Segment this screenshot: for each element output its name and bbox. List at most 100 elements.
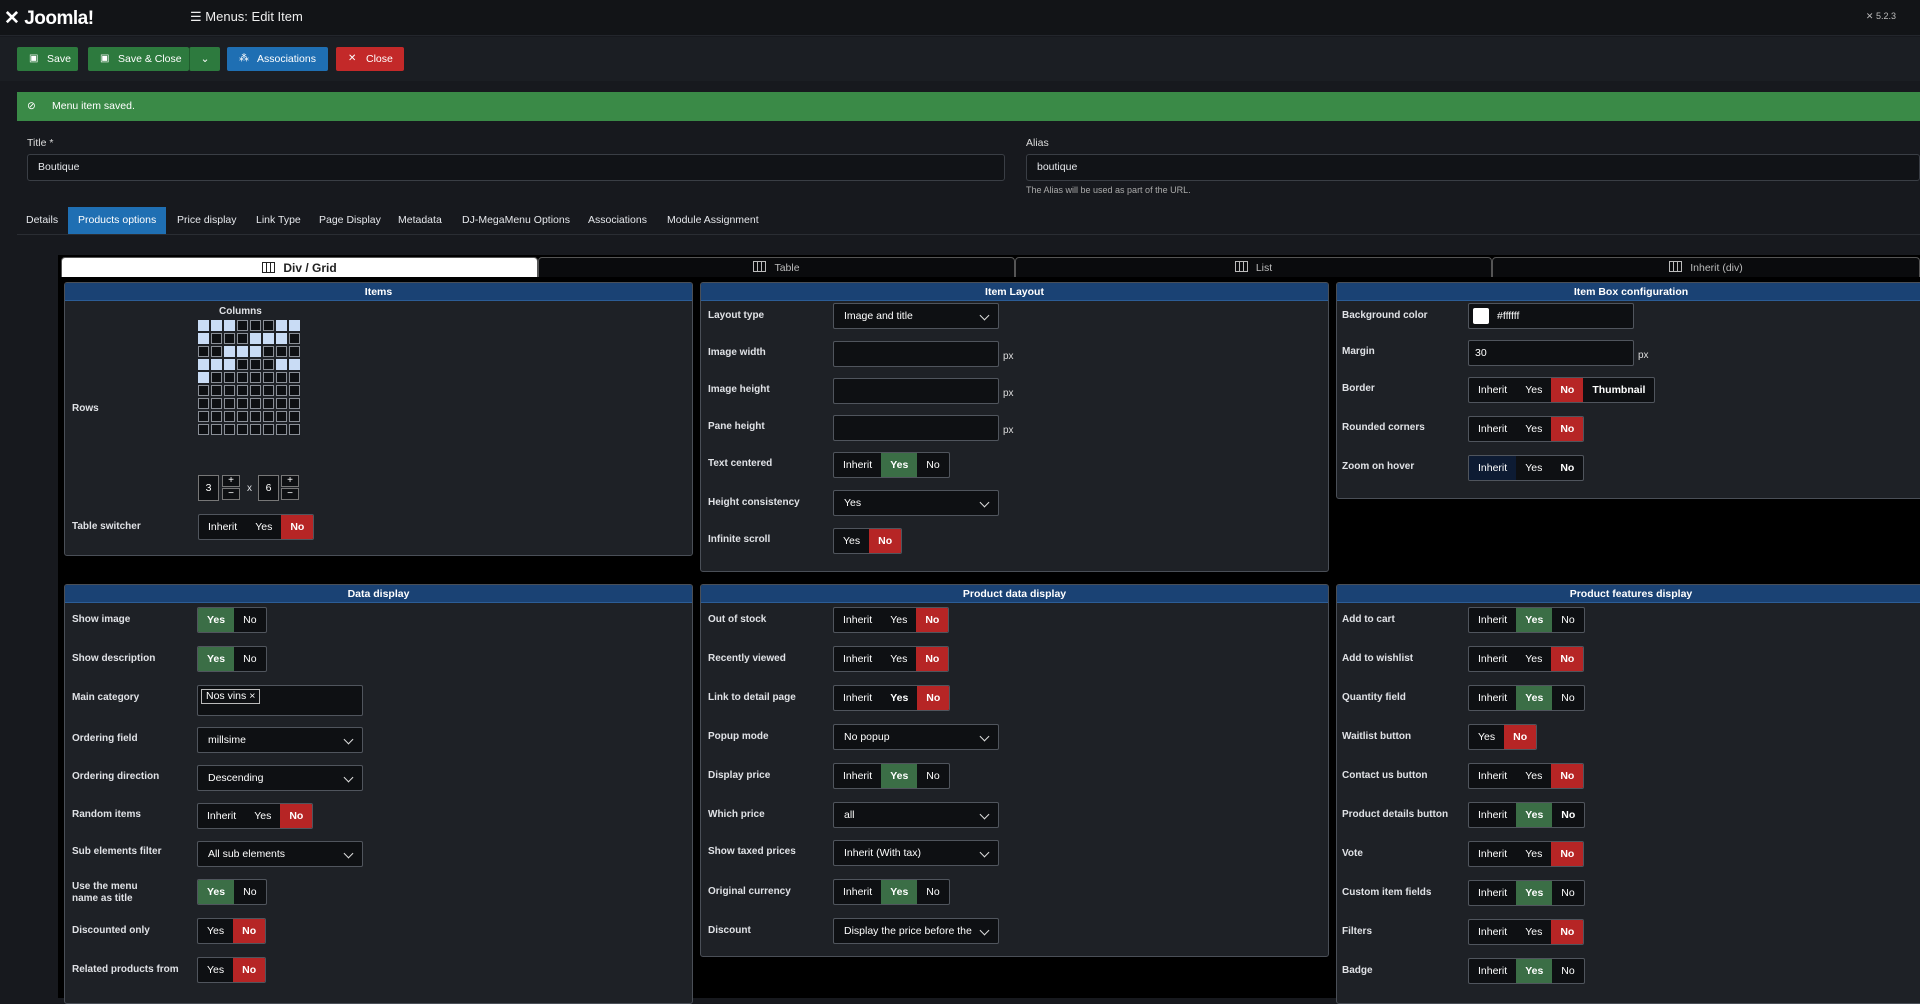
random-items-toggle[interactable]: Inherit Yes No [197,803,314,829]
option-yes[interactable]: Yes [881,880,918,904]
option-no[interactable]: No [1560,462,1575,474]
sub-elements-filter-select[interactable]: All sub elements [197,841,363,867]
option-yes[interactable]: Yes [1516,803,1553,827]
option-yes[interactable]: Yes [1525,462,1543,474]
option-yes[interactable]: Yes [1516,881,1553,905]
grid-cell[interactable] [276,346,287,357]
show-image-toggle[interactable]: Yes No [197,607,267,633]
grid-cell[interactable] [198,346,209,357]
save-close-button[interactable]: ▣ Save & Close [88,47,189,71]
tab-dj-megamenu[interactable]: DJ-MegaMenu Options [462,214,570,226]
link-detail-toggle[interactable]: Inherit Yes No [833,685,951,711]
option-no[interactable]: No [233,919,266,943]
grid-cell[interactable] [263,333,274,344]
option-yes[interactable]: Yes [1525,848,1543,860]
height-consistency-select[interactable]: Yes [833,490,999,516]
option-yes[interactable]: Yes [1525,384,1543,396]
option-inherit[interactable]: Inherit [1469,456,1517,480]
image-width-input[interactable] [833,341,999,367]
grid-cell[interactable] [198,411,209,422]
option-no[interactable]: No [916,647,949,671]
product-details-button-toggle[interactable]: Inherit Yes No [1468,802,1586,828]
close-button[interactable]: ✕ Close [336,47,404,71]
option-no[interactable]: No [233,958,266,982]
grid-cell[interactable] [237,372,248,383]
ordering-field-select[interactable]: millsime [197,727,363,753]
option-no[interactable]: No [280,804,313,828]
option-yes[interactable]: Yes [1525,653,1543,665]
grid-cell[interactable] [263,411,274,422]
option-yes[interactable]: Yes [881,764,918,788]
option-yes[interactable]: Yes [1525,770,1543,782]
option-inherit[interactable]: Inherit [843,770,873,782]
option-thumbnail[interactable]: Thumbnail [1592,384,1646,396]
option-yes[interactable]: Yes [198,880,235,904]
title-input[interactable]: Boutique [27,154,1005,181]
remove-chip-icon[interactable]: × [249,690,256,702]
option-inherit[interactable]: Inherit [843,459,873,471]
option-no[interactable]: No [1551,417,1584,441]
rows-plus-button[interactable]: + [222,475,240,487]
grid-cell[interactable] [198,398,209,409]
grid-cell[interactable] [211,346,222,357]
grid-cell[interactable] [276,320,287,331]
grid-cell[interactable] [237,333,248,344]
grid-cell[interactable] [224,424,235,435]
waitlist-button-toggle[interactable]: Yes No [1468,724,1538,750]
option-no[interactable]: No [1551,764,1584,788]
option-no[interactable]: No [243,886,257,898]
grid-cell[interactable] [263,346,274,357]
grid-cell[interactable] [250,320,261,331]
grid-cell[interactable] [263,385,274,396]
option-yes[interactable]: Yes [843,535,861,547]
option-no[interactable]: No [1561,692,1575,704]
grid-cell[interactable] [211,385,222,396]
grid-cell[interactable] [250,346,261,357]
grid-cell[interactable] [198,333,209,344]
grid-cell[interactable] [224,333,235,344]
option-yes[interactable]: Yes [1516,959,1553,983]
option-no[interactable]: No [243,614,257,626]
which-price-select[interactable]: all [833,802,999,828]
tab-page-display[interactable]: Page Display [319,214,381,226]
table-switcher-toggle[interactable]: Inherit Yes No [198,514,315,540]
rows-number[interactable]: 3 [198,475,219,501]
discounted-only-toggle[interactable]: Yes No [197,918,267,944]
option-inherit[interactable]: Inherit [1478,887,1508,899]
option-no[interactable]: No [926,459,940,471]
option-inherit[interactable]: Inherit [1478,965,1508,977]
tab-link-type[interactable]: Link Type [256,214,301,226]
category-chip[interactable]: Nos vins × [201,689,261,704]
option-yes[interactable]: Yes [890,692,909,704]
option-inherit[interactable]: Inherit [1478,770,1508,782]
rounded-corners-toggle[interactable]: Inherit Yes No [1468,416,1585,442]
tab-details[interactable]: Details [26,214,59,226]
quantity-field-toggle[interactable]: Inherit Yes No [1468,685,1585,711]
grid-cell[interactable] [276,398,287,409]
grid-cell[interactable] [198,359,209,370]
view-tab-div-grid[interactable]: Div / Grid [61,257,538,277]
option-inherit[interactable]: Inherit [1478,848,1508,860]
tab-products-options[interactable]: Products options [68,207,167,234]
grid-cell[interactable] [289,411,300,422]
option-yes[interactable]: Yes [254,810,272,822]
grid-cell[interactable] [250,333,261,344]
option-yes[interactable]: Yes [890,653,908,665]
tab-price-display[interactable]: Price display [177,214,237,226]
recently-viewed-toggle[interactable]: Inherit Yes No [833,646,950,672]
option-yes[interactable]: Yes [198,647,235,671]
option-inherit[interactable]: Inherit [208,521,238,533]
option-no[interactable]: No [917,686,950,710]
grid-cell[interactable] [224,398,235,409]
option-yes[interactable]: Yes [198,608,235,632]
main-category-input[interactable] [197,685,363,716]
option-no[interactable]: No [926,886,940,898]
option-yes[interactable]: Yes [1478,731,1496,743]
grid-cell[interactable] [224,385,235,396]
option-inherit[interactable]: Inherit [1478,384,1508,396]
grid-cell[interactable] [211,359,222,370]
view-tab-inherit[interactable]: Inherit (div) [1492,257,1920,277]
grid-cell[interactable] [224,411,235,422]
grid-cell[interactable] [289,424,300,435]
option-inherit[interactable]: Inherit [1478,692,1508,704]
